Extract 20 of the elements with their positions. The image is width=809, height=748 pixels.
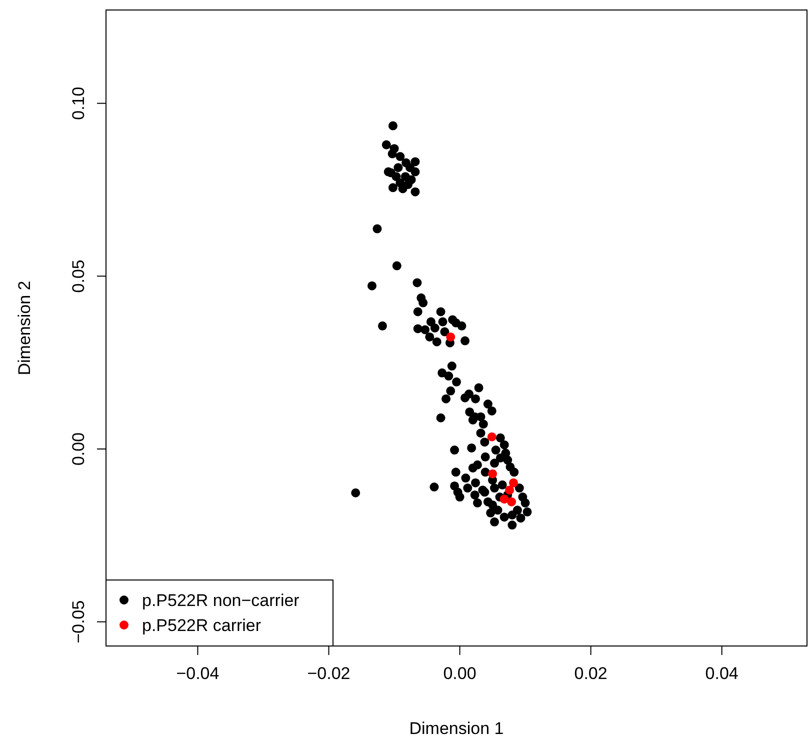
point [488, 469, 498, 478]
y-tick-label: 0.00 [69, 432, 88, 466]
x-tick-label: 0.02 [574, 664, 608, 683]
point [446, 332, 456, 342]
y-axis-title: Dimension 2 [15, 280, 34, 376]
y-tick-label: 0.05 [69, 260, 88, 293]
point [500, 494, 509, 504]
point [487, 432, 496, 442]
legend-label: p.P522R carrier [142, 616, 262, 635]
x-axis-title: Dimension 1 [409, 719, 504, 738]
y-tick-label: −0.05 [69, 600, 88, 644]
point [508, 478, 518, 488]
x-tick-label: −0.04 [176, 664, 220, 683]
point [505, 486, 514, 495]
y-tick-label: 0.10 [69, 86, 88, 120]
point [507, 497, 516, 506]
x-tick-label: 0.00 [443, 664, 476, 683]
x-tick-label: 0.04 [705, 664, 738, 683]
x-tick-label: −0.02 [307, 664, 350, 683]
legend-label: p.P522R non−carrier [142, 590, 300, 610]
